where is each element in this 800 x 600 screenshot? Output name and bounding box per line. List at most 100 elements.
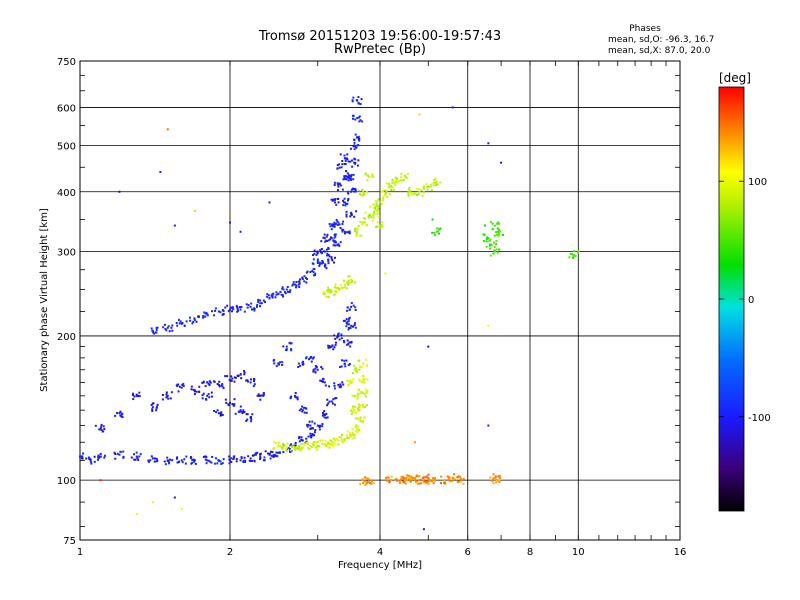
echo-point <box>298 282 301 285</box>
echo-point <box>362 190 365 193</box>
echo-point <box>354 133 357 136</box>
echo-point <box>353 324 356 327</box>
echo-point <box>489 244 492 247</box>
echo-point <box>177 390 180 393</box>
echo-point <box>359 103 362 106</box>
echo-point <box>377 215 380 218</box>
isolated-echo-point <box>487 424 490 427</box>
echo-point <box>391 186 394 189</box>
echo-point <box>353 411 356 414</box>
echo-point <box>289 342 292 345</box>
echo-point <box>103 428 106 431</box>
echo-point <box>340 337 343 340</box>
echo-point <box>195 320 198 323</box>
echo-point <box>347 231 350 234</box>
echo-point <box>138 391 141 394</box>
echo-point <box>297 365 300 368</box>
echo-point <box>359 420 362 423</box>
x-tick-label: 6 <box>465 547 471 558</box>
echo-point <box>433 477 436 480</box>
echo-point <box>220 411 223 414</box>
echo-point <box>336 287 339 290</box>
echo-point <box>238 306 241 309</box>
echo-point <box>312 356 315 359</box>
echo-point <box>310 436 313 439</box>
echo-point <box>448 476 451 479</box>
echo-point <box>178 385 181 388</box>
echo-point <box>256 394 259 397</box>
echo-point <box>227 310 230 313</box>
echo-point <box>190 462 193 465</box>
echo-point <box>358 378 361 381</box>
y-axis-label: Stationary phase Virtual Height [km] <box>39 208 50 392</box>
echo-point <box>342 279 345 282</box>
echo-point <box>501 233 504 236</box>
echo-point <box>168 458 171 461</box>
echo-point <box>244 459 247 462</box>
echo-point <box>182 382 185 385</box>
echo-point <box>203 315 206 318</box>
echo-point <box>180 459 183 462</box>
echo-point <box>346 172 349 175</box>
echo-point <box>353 368 356 371</box>
echo-point <box>341 381 344 384</box>
echo-point <box>354 161 357 164</box>
echo-point <box>155 457 158 460</box>
echo-point <box>332 348 335 351</box>
echo-point <box>224 375 227 378</box>
echo-point <box>495 231 498 234</box>
echo-point <box>219 414 222 417</box>
echo-point <box>326 239 329 242</box>
echo-point <box>206 381 209 384</box>
echo-point <box>350 211 353 214</box>
echo-point <box>336 197 339 200</box>
echo-point <box>281 294 284 297</box>
echo-point <box>347 317 350 320</box>
echo-point <box>328 385 331 388</box>
echo-point <box>422 187 425 190</box>
echo-point <box>497 233 500 236</box>
echo-point <box>336 164 339 167</box>
echo-point <box>298 435 301 438</box>
echo-point <box>227 455 230 458</box>
echo-point <box>285 450 288 453</box>
echo-point <box>327 346 330 349</box>
echo-point <box>347 199 350 202</box>
echo-point <box>340 166 343 169</box>
echo-point <box>153 457 156 460</box>
echo-point <box>337 333 340 336</box>
echo-point <box>409 190 412 193</box>
echo-point <box>298 444 301 447</box>
echo-point <box>372 214 375 217</box>
echo-point <box>375 200 378 203</box>
echo-point <box>273 358 276 361</box>
echo-point <box>291 446 294 449</box>
echo-point <box>376 221 379 224</box>
echo-point <box>202 315 205 318</box>
echo-point <box>306 442 309 445</box>
echo-point <box>364 484 367 487</box>
echo-point <box>259 457 262 460</box>
echo-point <box>353 148 356 151</box>
echo-point <box>320 250 323 253</box>
echo-point <box>253 378 256 381</box>
echo-point <box>277 292 280 295</box>
echo-point <box>351 99 354 102</box>
echo-point <box>281 287 284 290</box>
echo-point <box>359 483 362 486</box>
echo-point <box>336 244 339 247</box>
echo-point <box>352 173 355 176</box>
echo-point <box>370 175 373 178</box>
echo-point <box>321 442 324 445</box>
echo-point <box>329 346 332 349</box>
echo-point <box>233 455 236 458</box>
echo-point <box>342 220 345 223</box>
echo-point <box>224 398 227 401</box>
echo-point <box>93 460 96 463</box>
echo-point <box>337 383 340 386</box>
echo-point <box>219 460 222 463</box>
echo-point <box>339 383 342 386</box>
echo-point <box>427 480 430 483</box>
echo-point <box>343 176 346 179</box>
